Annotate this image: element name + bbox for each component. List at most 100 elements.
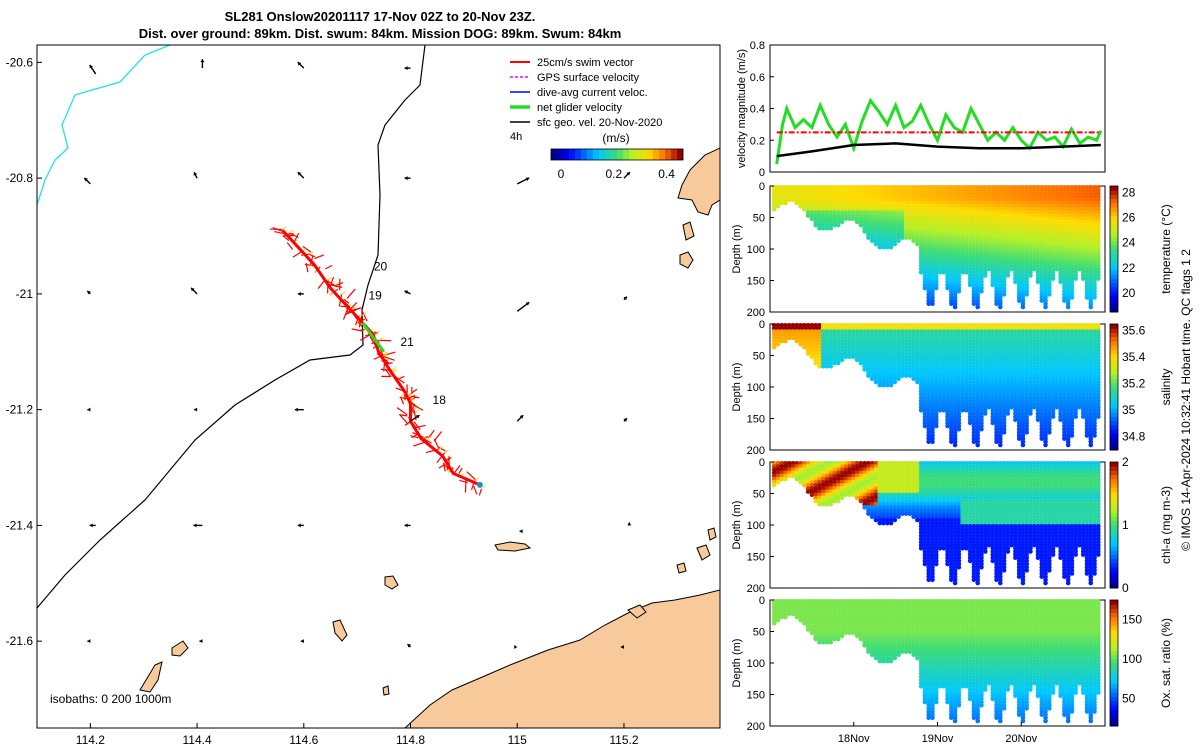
swim-vector: [349, 302, 358, 310]
section-point: [881, 232, 886, 237]
section-point: [900, 216, 905, 222]
section-point: [854, 207, 860, 212]
section-colorbar-cell: [1110, 332, 1118, 338]
section-point: [933, 229, 939, 234]
section-point: [937, 222, 943, 228]
section-point: [922, 194, 928, 200]
section-point: [896, 238, 901, 244]
section-point: [884, 216, 890, 222]
section-point: [873, 235, 879, 240]
section-point: [779, 197, 785, 203]
section-point: [877, 219, 883, 225]
section-point: [843, 207, 849, 212]
section-point: [933, 279, 939, 285]
section-point: [907, 232, 913, 237]
section-point: [884, 210, 890, 215]
section-point: [907, 188, 913, 193]
section-point: [854, 191, 860, 196]
section-point: [820, 191, 826, 196]
section-point: [805, 184, 811, 190]
velocity-y-tick-label: 0: [759, 167, 765, 179]
section-point: [873, 222, 879, 228]
map-x-tick-label: 114.4: [183, 733, 212, 747]
section-point: [896, 232, 901, 237]
section-point: [896, 184, 901, 190]
map-x-tick-label: 114.6: [289, 733, 318, 747]
section-point: [892, 241, 898, 247]
section-point: [794, 200, 800, 206]
section-point: [915, 232, 920, 237]
section-point: [847, 216, 852, 222]
section-point: [820, 200, 826, 206]
section-colorbar-tick: 28: [1122, 185, 1136, 199]
section-point: [805, 194, 811, 200]
section-point: [873, 219, 879, 225]
swim-vector: [326, 280, 338, 288]
map-colorbar-cell: [653, 149, 660, 160]
section-point: [911, 216, 916, 222]
section-point: [937, 200, 943, 206]
section-ylabel: Depth (m): [731, 225, 743, 274]
section-point: [907, 219, 913, 225]
swim-vector: [360, 309, 368, 322]
section-point: [888, 225, 894, 231]
section-point: [881, 207, 886, 212]
velocity-series-2: [776, 142, 1101, 158]
section-point: [982, 273, 988, 278]
section-point: [930, 203, 935, 209]
map-colorbar-cell: [629, 149, 636, 160]
section-point: [798, 203, 803, 209]
section-point: [937, 270, 943, 275]
section-y-tick-label: 200: [747, 307, 765, 319]
section-point: [888, 203, 894, 209]
section-colorbar-cell: [1110, 395, 1118, 401]
section-point: [877, 200, 883, 206]
section-colorbar-cell: [1110, 215, 1118, 221]
isobaths-label: isobaths: 0 200 1000m: [50, 692, 171, 706]
section-point: [786, 197, 792, 203]
section-colorbar-cell: [1110, 403, 1118, 409]
section-point: [873, 200, 879, 206]
section-point: [858, 188, 864, 193]
map-colorbar-frame: [550, 148, 684, 161]
section-point: [918, 225, 924, 231]
section-point: [926, 263, 932, 269]
section-point: [933, 247, 939, 253]
section-point: [877, 225, 883, 231]
section-point: [809, 200, 815, 206]
map-colorbar-cell: [665, 149, 672, 160]
section-point: [779, 188, 785, 193]
section-point: [941, 257, 947, 263]
section-point: [843, 210, 849, 215]
section-colorbar-cell: [1110, 340, 1118, 346]
section-point: [896, 225, 901, 231]
section-point: [869, 207, 875, 212]
section-point: [866, 225, 871, 231]
section-colorbar-cell: [1110, 420, 1118, 426]
section-point: [847, 194, 852, 200]
section-colorbar-cell: [1110, 236, 1118, 242]
map-colorbar-label: (m/s): [602, 131, 629, 145]
swim-vector: [396, 407, 408, 416]
section-point: [869, 188, 875, 193]
section-point: [937, 225, 943, 231]
section-point: [858, 219, 864, 225]
section-point: [835, 200, 841, 206]
section-point: [918, 251, 924, 256]
section-point: [854, 216, 860, 222]
section-point: [918, 210, 924, 215]
section-point: [900, 184, 905, 190]
section-point: [862, 216, 867, 222]
section-point: [911, 229, 916, 234]
section-point: [884, 219, 890, 225]
section-point: [941, 216, 947, 222]
section-point: [813, 191, 818, 196]
section-point: [922, 216, 928, 222]
section-point: [907, 213, 913, 218]
legend-dac: dive-avg current veloc.: [537, 87, 648, 99]
section-point: [926, 279, 932, 285]
section-point: [809, 197, 815, 203]
section-point: [1096, 276, 1101, 281]
section-point: [839, 197, 845, 203]
section-point: [881, 191, 886, 196]
